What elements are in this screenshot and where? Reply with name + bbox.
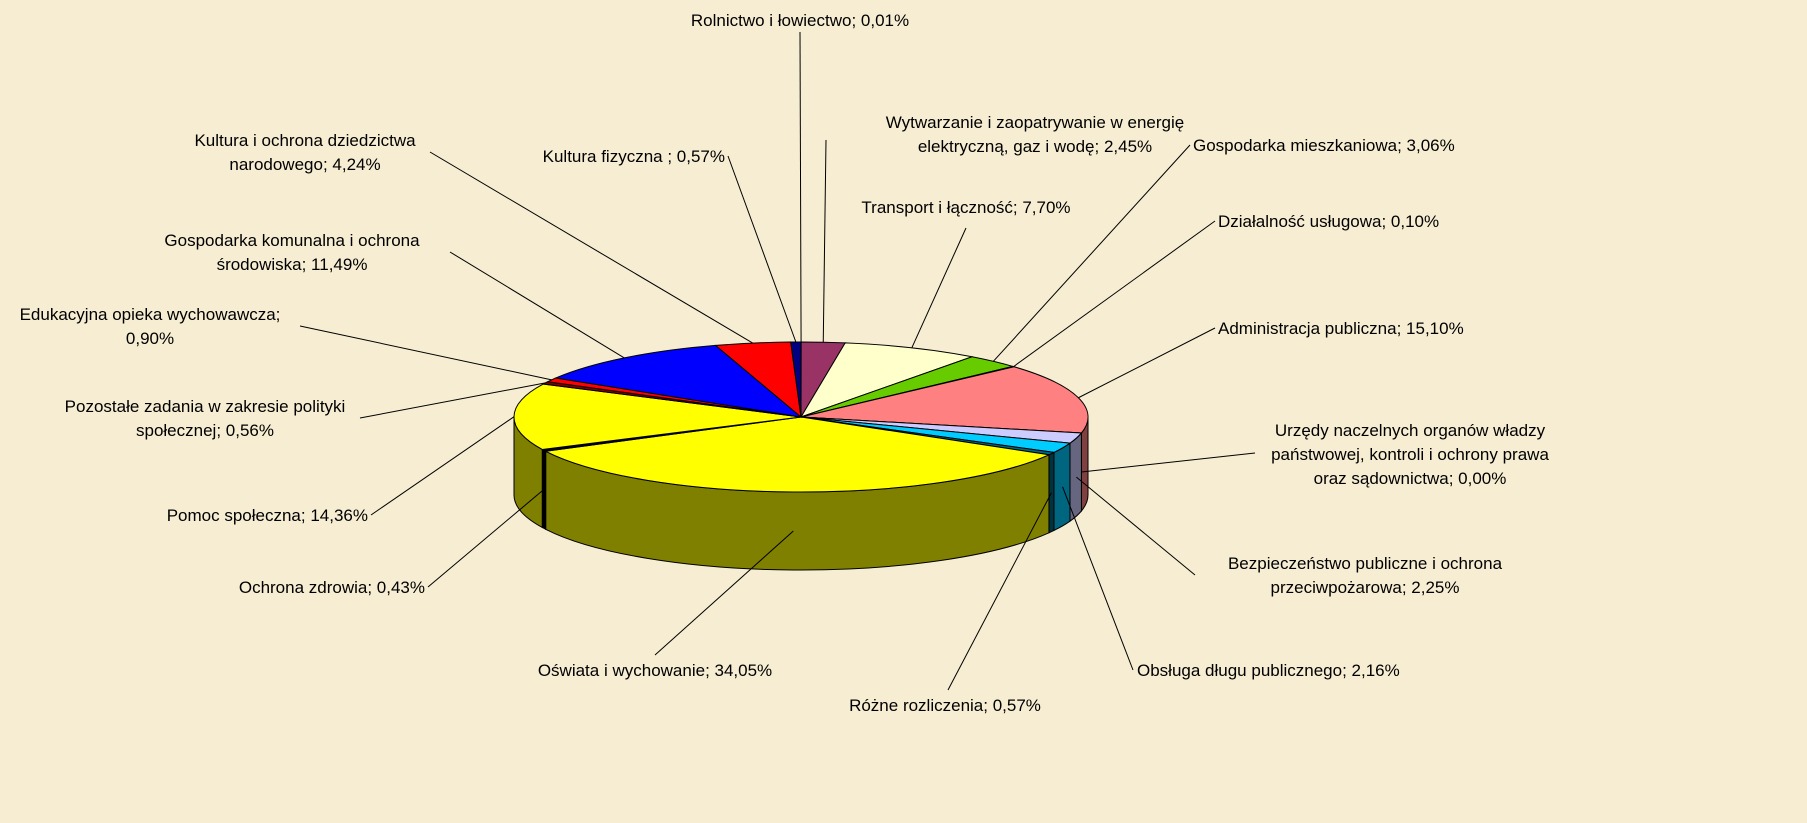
leader-line [1081, 452, 1256, 473]
leader-line [1013, 220, 1216, 367]
leader-line [911, 227, 967, 349]
data-label-line: państwowej, kontroli i ochrony prawa [1271, 445, 1549, 464]
leader-line [370, 416, 515, 516]
data-label-line: przeciwpożarowa; 2,25% [1271, 578, 1460, 597]
data-label: Gospodarka komunalna i ochrona środowiska… [164, 231, 420, 274]
data-label-line: Pozostałe zadania w zakresie polityki [65, 397, 346, 416]
leader-line [449, 251, 625, 359]
data-label-line: 0,90% [126, 329, 174, 348]
data-label: Administracja publiczna; 15,10% [1218, 319, 1464, 338]
leader-line [1078, 327, 1216, 399]
pie-slice [513, 383, 802, 450]
leader-line [727, 155, 797, 343]
data-label-line: Wytwarzanie i zaopatrywanie w energię [886, 113, 1184, 132]
data-label-line: Kultura i ochrona dziedzictwa [194, 131, 416, 150]
data-label: Różne rozliczenia; 0,57% [849, 696, 1041, 715]
data-label-line: Urzędy naczelnych organów władzy [1275, 421, 1546, 440]
pie-side [1053, 442, 1071, 532]
data-label: Urzędy naczelnych organów władzy państwow… [1271, 421, 1549, 488]
data-label: Bezpieczeństwo publiczne i ochrona przeci… [1228, 554, 1503, 597]
data-label-line: oraz sądownictwa; 0,00% [1314, 469, 1507, 488]
data-label-line: Administracja publiczna; 15,10% [1218, 319, 1464, 338]
pie-slice [800, 366, 1089, 434]
data-label: Gospodarka mieszkaniowa; 3,06% [1193, 136, 1455, 155]
data-label-line: społecznej; 0,56% [136, 421, 274, 440]
data-label-line: Oświata i wychowanie; 34,05% [538, 661, 772, 680]
pie-slice [554, 344, 803, 418]
pie-slice [544, 416, 1051, 493]
data-label-line: elektryczną, gaz i wodę; 2,45% [918, 137, 1152, 156]
data-label: Pozostałe zadania w zakresie polityki spo… [65, 397, 346, 440]
data-label-line: Gospodarka mieszkaniowa; 3,06% [1193, 136, 1455, 155]
data-label-line: Kultura fizyczna ; 0,57% [543, 147, 725, 166]
data-label-line: Gospodarka komunalna i ochrona [164, 231, 420, 250]
data-label-line: Różne rozliczenia; 0,57% [849, 696, 1041, 715]
leader-line [799, 31, 802, 343]
data-label-line: Pomoc społeczna; 14,36% [167, 506, 368, 525]
leader-line [299, 325, 552, 381]
data-label: Kultura fizyczna ; 0,57% [543, 147, 725, 166]
data-label-line: środowiska; 11,49% [217, 255, 368, 274]
pie-side [1069, 431, 1082, 523]
data-label-line: Obsługa długu publicznego; 2,16% [1137, 661, 1400, 680]
data-label-line: Edukacyjna opieka wychowawcza; [20, 305, 281, 324]
data-label: Pomoc społeczna; 14,36% [167, 506, 368, 525]
data-label: Wytwarzanie i zaopatrywanie w energię ele… [886, 113, 1184, 156]
leader-line [992, 144, 1191, 362]
leader-line [1076, 476, 1196, 576]
leader-line [947, 492, 1052, 691]
leader-line [1062, 486, 1134, 671]
data-label-line: Ochrona zdrowia; 0,43% [239, 578, 425, 597]
data-label: Działalność usługowa; 0,10% [1218, 212, 1439, 231]
data-label-line: Bezpieczeństwo publiczne i ochrona [1228, 554, 1503, 573]
pie-side [541, 448, 547, 531]
data-label-line: Rolnictwo i łowiectwo; 0,01% [691, 11, 909, 30]
data-label-line: Działalność usługowa; 0,10% [1218, 212, 1439, 231]
data-label-line: Transport i łączność; 7,70% [861, 198, 1070, 217]
data-label: Transport i łączność; 7,70% [861, 198, 1070, 217]
data-label: Obsługa długu publicznego; 2,16% [1137, 661, 1400, 680]
leader-line [822, 139, 827, 343]
data-label: Ochrona zdrowia; 0,43% [239, 578, 425, 597]
data-label: Kultura i ochrona dziedzictwa narodowego;… [194, 131, 416, 174]
leader-line [654, 530, 794, 656]
data-label: Oświata i wychowanie; 34,05% [538, 661, 772, 680]
leader-line [429, 151, 753, 344]
data-label: Rolnictwo i łowiectwo; 0,01% [691, 11, 909, 30]
data-label-line: narodowego; 4,24% [229, 155, 380, 174]
data-label: Edukacyjna opieka wychowawcza; 0,90% [20, 305, 281, 348]
leader-line [427, 488, 545, 588]
leader-line [359, 382, 546, 419]
